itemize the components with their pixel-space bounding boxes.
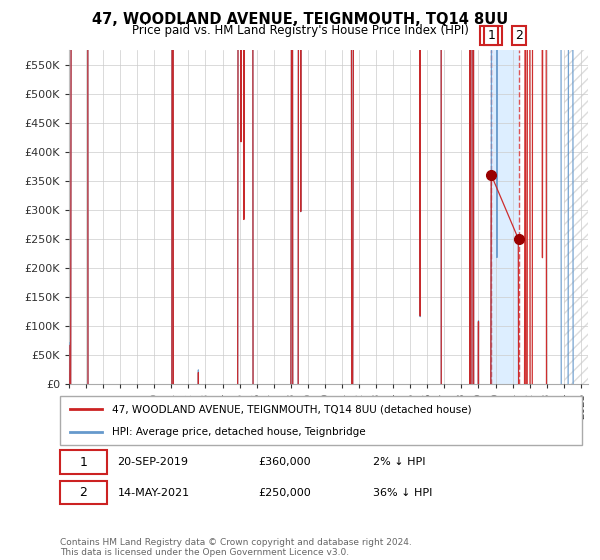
Text: Price paid vs. HM Land Registry's House Price Index (HPI): Price paid vs. HM Land Registry's House … [131,24,469,36]
FancyBboxPatch shape [60,481,107,505]
Text: 47, WOODLAND AVENUE, TEIGNMOUTH, TQ14 8UU: 47, WOODLAND AVENUE, TEIGNMOUTH, TQ14 8U… [92,12,508,27]
Text: 14-MAY-2021: 14-MAY-2021 [118,488,190,498]
Bar [564,50,589,384]
Text: 47, WOODLAND AVENUE, TEIGNMOUTH, TQ14 8UU (detached house): 47, WOODLAND AVENUE, TEIGNMOUTH, TQ14 8U… [112,404,472,414]
Text: 1: 1 [80,456,88,469]
Text: Contains HM Land Registry data © Crown copyright and database right 2024.
This d: Contains HM Land Registry data © Crown c… [60,538,412,557]
Text: 2: 2 [80,486,88,499]
Text: 1: 1 [487,29,495,42]
Text: HPI: Average price, detached house, Teignbridge: HPI: Average price, detached house, Teig… [112,427,366,437]
Text: 2: 2 [515,29,523,42]
Text: 36% ↓ HPI: 36% ↓ HPI [373,488,433,498]
Text: £250,000: £250,000 [259,488,311,498]
Bar [564,50,589,384]
FancyBboxPatch shape [60,450,107,474]
Bar [491,50,519,384]
Text: 20: 20 [484,29,499,42]
Text: £360,000: £360,000 [259,457,311,467]
Text: 20-SEP-2019: 20-SEP-2019 [118,457,188,467]
Text: 2% ↓ HPI: 2% ↓ HPI [373,457,426,467]
